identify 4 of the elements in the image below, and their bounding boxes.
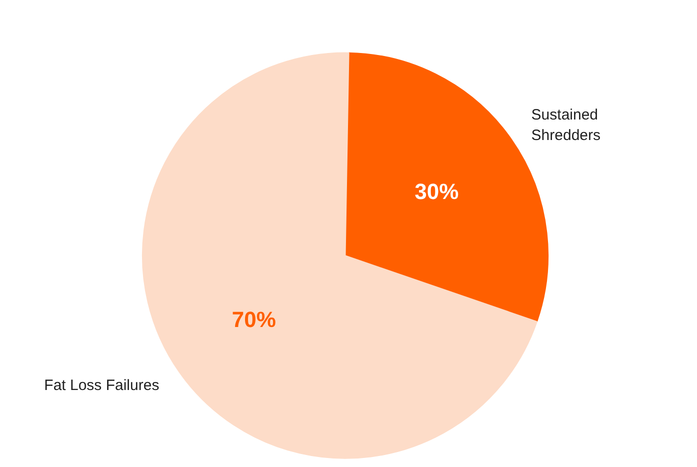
data-label: 30% (414, 179, 459, 204)
slice-label: Sustained Shredders (531, 106, 601, 144)
slice-label: Fat Loss Failures (44, 377, 160, 394)
data-label: 70% (232, 306, 276, 332)
